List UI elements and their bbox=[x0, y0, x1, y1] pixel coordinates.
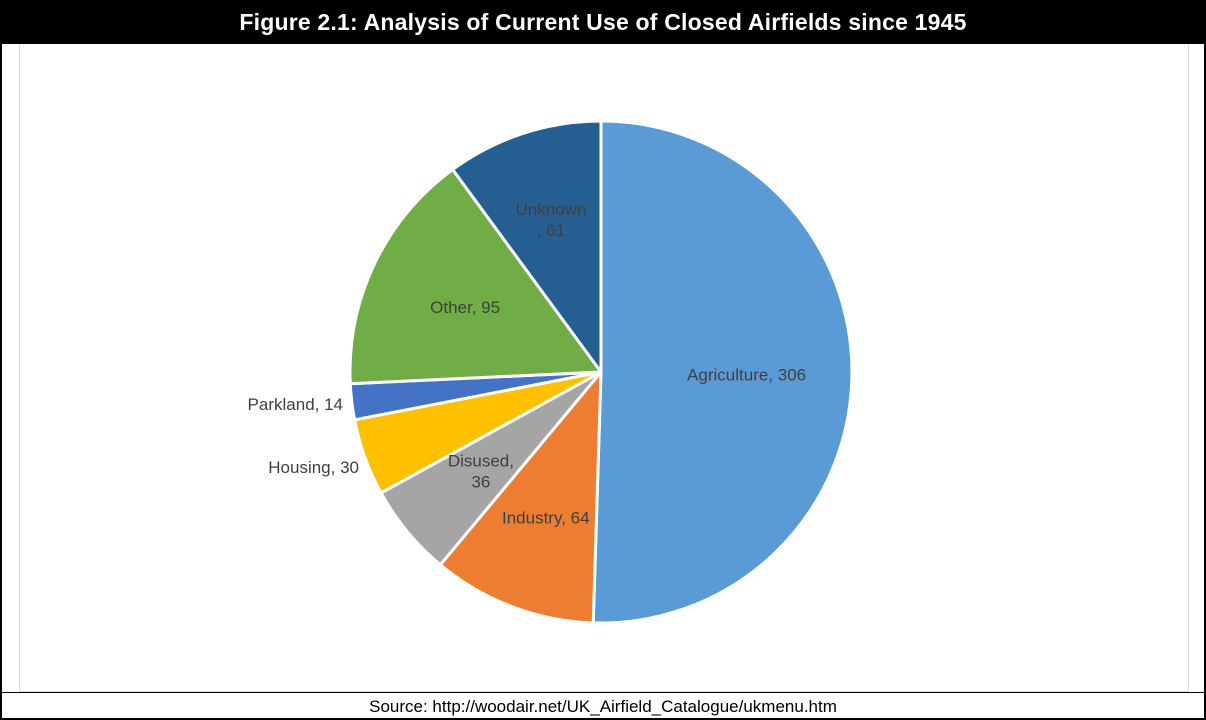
pie-slice-industry bbox=[438, 370, 603, 625]
pie-chart: Agriculture, 306 Industry, 64 Disused, 36 Ho… bbox=[248, 119, 854, 625]
data-label-parkland: Parkland, 14 bbox=[248, 395, 343, 414]
pie-slice-other bbox=[348, 168, 603, 386]
data-label-other: Other, 95 bbox=[430, 298, 500, 317]
chart-area bbox=[19, 44, 1189, 692]
pie-slice-agriculture bbox=[591, 119, 854, 625]
figure-title: Figure 2.1: Analysis of Current Use of C… bbox=[2, 0, 1204, 44]
data-label-disused: Disused, 36 bbox=[448, 452, 514, 492]
data-label-unknown: Unknown, 61 bbox=[516, 200, 587, 240]
data-label-housing: Housing, 30 bbox=[268, 458, 359, 477]
data-label-agriculture: Agriculture, 306 bbox=[687, 365, 806, 384]
source-citation: Source: http://woodair.net/UK_Airfield_C… bbox=[2, 692, 1204, 719]
pie-slice-unknown bbox=[451, 119, 603, 374]
data-label-industry: Industry, 64 bbox=[502, 509, 590, 528]
